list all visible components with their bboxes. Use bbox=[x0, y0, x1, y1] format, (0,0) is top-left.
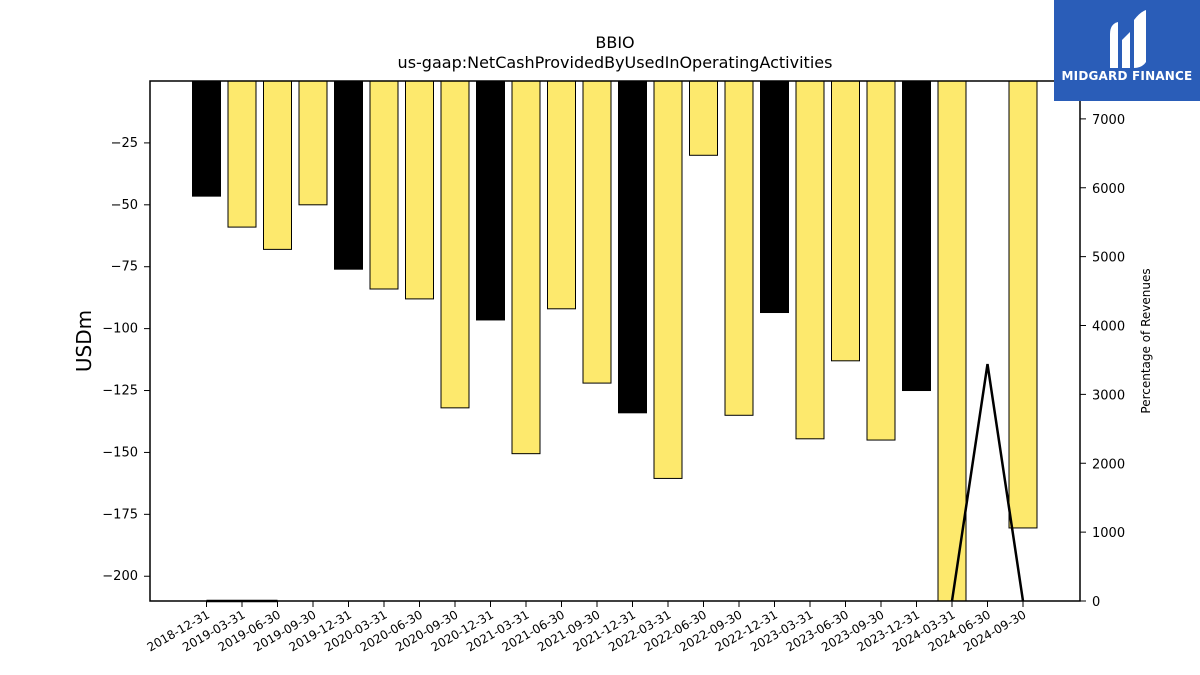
y-tick-label: −50 bbox=[111, 198, 138, 213]
bar bbox=[263, 80, 292, 250]
chart-subtitle: us-gaap:NetCashProvidedByUsedInOperating… bbox=[398, 53, 833, 72]
y2-tick-label: 2000 bbox=[1092, 457, 1125, 472]
series-line bbox=[950, 363, 1025, 602]
y2-tick-label: 6000 bbox=[1092, 182, 1125, 197]
brand-name: MIDGARD FINANCE bbox=[1061, 69, 1193, 83]
y-tick-label: −200 bbox=[102, 569, 138, 584]
y-tick-label: −150 bbox=[102, 445, 138, 460]
bar bbox=[831, 80, 860, 362]
plot-frame bbox=[149, 80, 1081, 602]
line-layer bbox=[206, 363, 1025, 603]
bar bbox=[227, 80, 257, 228]
bar bbox=[618, 80, 647, 414]
bar bbox=[405, 80, 434, 300]
y2-axis-label: Percentage of Revenues bbox=[1139, 268, 1153, 413]
y2-tick-label: 3000 bbox=[1092, 388, 1125, 403]
bar bbox=[582, 80, 612, 384]
y-axis-label: USDm bbox=[72, 310, 96, 372]
y2-tick-label: 0 bbox=[1092, 595, 1100, 610]
y-tick-label: −125 bbox=[102, 384, 138, 399]
bar bbox=[369, 80, 399, 290]
y-tick-label: −175 bbox=[102, 507, 138, 522]
y2-axis: 0 1000 2000 3000 4000 5000 6000 7000 bbox=[1080, 113, 1125, 610]
bar bbox=[298, 80, 328, 206]
y-tick-label: −100 bbox=[102, 322, 138, 337]
y-axis: −25 −50 −75 −100 −125 −150 −175 −200 bbox=[102, 136, 150, 584]
y2-tick-label: 4000 bbox=[1092, 320, 1125, 335]
bar bbox=[866, 80, 896, 441]
bar bbox=[902, 80, 931, 392]
y2-tick-label: 7000 bbox=[1092, 113, 1125, 128]
bar bbox=[795, 80, 825, 440]
bar bbox=[476, 80, 505, 321]
bar bbox=[724, 80, 754, 416]
bar bbox=[547, 80, 576, 310]
y-tick-label: −25 bbox=[111, 136, 138, 151]
y2-tick-label: 5000 bbox=[1092, 251, 1125, 266]
bar bbox=[440, 80, 470, 409]
bar bbox=[334, 80, 363, 270]
bar bbox=[689, 80, 718, 156]
y2-tick-label: 1000 bbox=[1092, 526, 1125, 541]
bar bbox=[511, 80, 541, 455]
bar bbox=[1008, 80, 1038, 529]
bar bbox=[192, 80, 221, 197]
bars-layer bbox=[192, 80, 1038, 602]
brand-logo: MIDGARD FINANCE bbox=[1054, 0, 1200, 101]
x-axis: 2018-12-312019-03-312019-06-302019-09-30… bbox=[145, 601, 1029, 654]
chart-title: BBIO bbox=[595, 33, 634, 52]
y-tick-label: −75 bbox=[111, 260, 138, 275]
bar bbox=[760, 80, 789, 314]
bar bbox=[653, 80, 683, 479]
logo-mark-icon bbox=[1110, 10, 1146, 68]
bar bbox=[937, 80, 967, 602]
